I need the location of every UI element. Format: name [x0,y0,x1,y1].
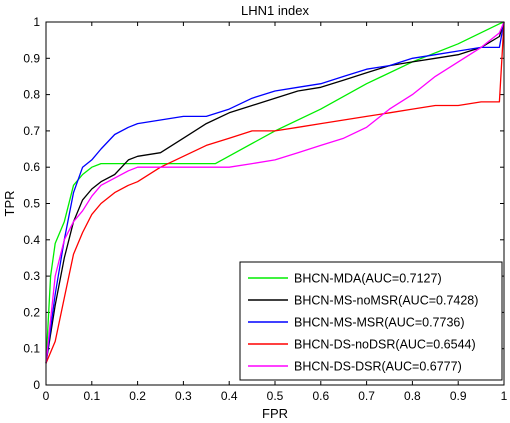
chart-title: LHN1 index [241,3,309,18]
x-tick-label: 0.1 [83,389,100,403]
x-tick-label: 0.4 [221,389,238,403]
legend-label-5: BHCN-DS-DSR(AUC=0.6777) [294,360,462,374]
legend-box [239,261,503,381]
series-line-3 [45,21,505,364]
x-tick-label: 1 [501,389,508,403]
series-line-1 [45,21,505,364]
y-tick-label: 0.6 [23,160,40,174]
x-tick-label: 0.8 [404,389,421,403]
series-lines [45,21,505,364]
plot-frame [45,21,505,386]
axis-ticks: 0 0.1 0.2 0.3 0.4 0.5 0.6 0.7 0.8 0.9 1 0 0.1 0.2 0.3 0… [23,15,507,403]
legend-label-2: BHCN-MS-noMSR(AUC=0.7428) [294,294,478,308]
x-tick-label: 0.3 [175,389,192,403]
y-axis-title: TPR [2,191,17,217]
y-tick-label: 0.2 [23,305,40,319]
y-tick-label: 0.9 [23,51,40,65]
y-tick-label: 0.1 [23,342,40,356]
series-line-2 [45,21,505,364]
legend-label-1: BHCN-MDA(AUC=0.7127) [294,272,442,286]
legend: BHCN-MDA(AUC=0.7127) BHCN-MS-noMSR(AUC=0.… [239,261,503,381]
y-tick-label: 0.8 [23,88,40,102]
x-tick-label: 0.2 [129,389,146,403]
x-tick-label: 0 [43,389,50,403]
legend-label-4: BHCN-DS-noDSR(AUC=0.6544) [294,338,476,352]
y-tick-label: 0.4 [23,233,40,247]
legend-label-3: BHCN-MS-MSR(AUC=0.7736) [294,316,465,330]
series-line-5 [45,21,505,364]
y-tick-label: 0 [33,378,40,392]
y-tick-label: 1 [33,15,40,29]
y-tick-label: 0.5 [23,197,40,211]
x-axis-title: FPR [262,406,288,421]
y-tick-label: 0.7 [23,124,40,138]
series-line-4 [45,21,505,364]
x-tick-label: 0.7 [358,389,375,403]
y-tick-label: 0.3 [23,269,40,283]
x-tick-label: 0.6 [312,389,329,403]
x-tick-label: 0.9 [450,389,467,403]
x-tick-label: 0.5 [267,389,284,403]
